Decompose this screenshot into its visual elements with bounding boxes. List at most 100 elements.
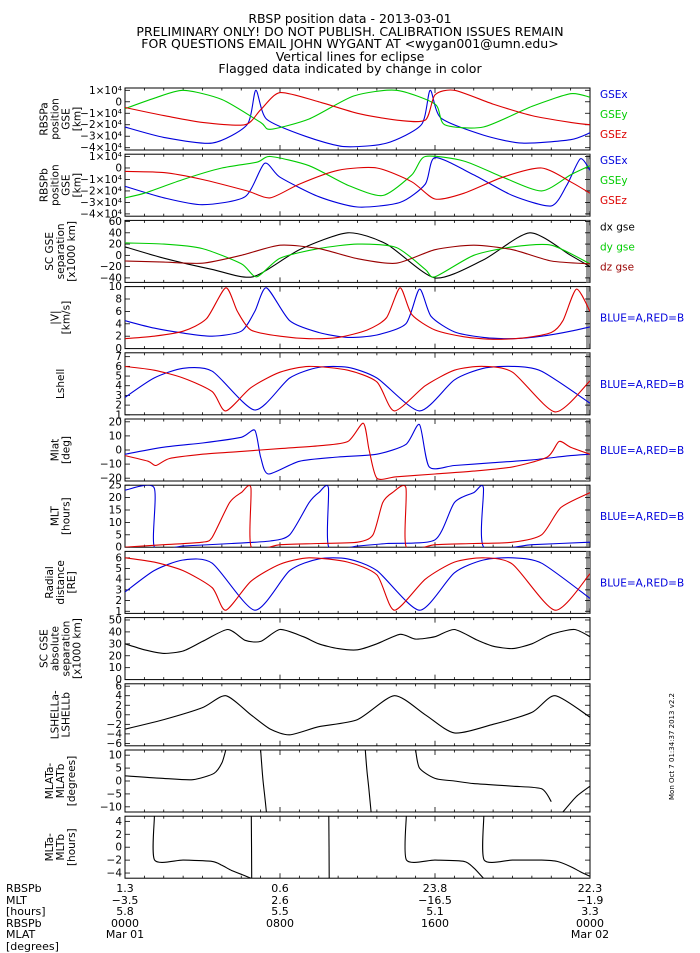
y-tick-label: 1×10⁴ bbox=[89, 85, 122, 97]
y-tick-label: −6 bbox=[107, 738, 123, 750]
eclipse-bar bbox=[586, 287, 590, 349]
panel-frame bbox=[125, 618, 590, 680]
series-line-2 bbox=[125, 288, 590, 340]
legend-entry: dz gse bbox=[600, 261, 634, 273]
panel-frame bbox=[125, 485, 590, 547]
series-line-1 bbox=[125, 558, 590, 611]
y-tick-label: 25 bbox=[109, 480, 122, 492]
y-tick-label: 10 bbox=[109, 750, 122, 762]
y-axis-label: Mlat[deg] bbox=[50, 436, 73, 464]
series-line-2 bbox=[125, 156, 590, 198]
series-line-1 bbox=[125, 288, 590, 339]
footer-value: 5.8 bbox=[95, 906, 155, 918]
series-line-2 bbox=[125, 423, 590, 479]
legend-entry: GSEz bbox=[600, 195, 627, 207]
y-tick-label: 0 bbox=[115, 250, 122, 262]
footer-value: 5.1 bbox=[405, 906, 465, 918]
legend-entry: dx gse bbox=[600, 221, 635, 233]
footer-row-label: [degrees] bbox=[6, 941, 59, 953]
legend-entry: GSEy bbox=[600, 175, 628, 187]
panel-frame bbox=[125, 353, 590, 415]
y-axis-label-line: LSHELLb bbox=[61, 692, 73, 738]
footer-value: 3.3 bbox=[560, 906, 620, 918]
footer-value: 22.3 bbox=[560, 883, 620, 895]
y-tick-label: 40 bbox=[109, 227, 122, 239]
legend-entry: GSEz bbox=[600, 129, 627, 141]
footer-value bbox=[405, 929, 465, 941]
panel-frame bbox=[125, 551, 590, 613]
series-line-1 bbox=[125, 485, 590, 550]
series-line-1 bbox=[125, 158, 590, 208]
series-line-5 bbox=[563, 786, 590, 812]
y-tick-label: 30 bbox=[109, 638, 122, 650]
y-axis-label: LSHELLa-LSHELLb bbox=[50, 690, 73, 739]
y-tick-label: 40 bbox=[109, 626, 122, 638]
y-tick-label: 8 bbox=[115, 294, 122, 306]
series-line-5 bbox=[483, 816, 590, 876]
legend-entry: BLUE=A,RED=B bbox=[600, 379, 684, 391]
y-tick-label: 60 bbox=[109, 216, 122, 228]
panel-frame bbox=[125, 419, 590, 481]
legend-entry: dy gse bbox=[600, 241, 635, 253]
footer-value bbox=[250, 929, 310, 941]
y-tick-label: 5 bbox=[115, 763, 122, 775]
y-axis-label: MLATa-MLATb[degrees] bbox=[44, 756, 78, 806]
series-line-2 bbox=[125, 558, 590, 610]
panel-frame bbox=[125, 287, 590, 349]
legend-entry: GSEy bbox=[600, 109, 628, 121]
y-tick-label: −4 bbox=[107, 868, 123, 880]
y-tick-label: −1×10⁴ bbox=[80, 108, 122, 120]
panel-frame bbox=[125, 816, 590, 878]
y-tick-label: 10 bbox=[109, 662, 122, 674]
legend-entry: GSEx bbox=[600, 89, 628, 101]
series-line-2 bbox=[125, 366, 590, 412]
y-tick-label: 1×10⁴ bbox=[89, 151, 122, 163]
side-stamp: Mon Oct 7 01:34:37 2013 v2.2 bbox=[668, 693, 676, 800]
footer-value: 5.5 bbox=[250, 906, 310, 918]
series-line-2 bbox=[261, 750, 267, 812]
y-tick-label: 2 bbox=[115, 331, 122, 343]
y-tick-label: 0 bbox=[115, 842, 122, 854]
y-tick-label: −10 bbox=[100, 801, 122, 813]
legend-entry: BLUE=A,RED=B bbox=[600, 511, 684, 523]
y-axis-label-line: [km/s] bbox=[61, 301, 73, 335]
series-line-3 bbox=[365, 750, 371, 812]
y-axis-label-line: [hours] bbox=[61, 497, 73, 535]
y-tick-label: 20 bbox=[109, 416, 122, 428]
legend-entry: BLUE=A,RED=B bbox=[600, 577, 684, 589]
footer-value: 1600 bbox=[405, 918, 465, 930]
y-tick-label: −1×10⁴ bbox=[80, 174, 122, 186]
series-line-3 bbox=[125, 245, 590, 264]
y-axis-label-line: [deg] bbox=[61, 436, 73, 464]
y-tick-label: 20 bbox=[109, 650, 122, 662]
footer-value: Mar 02 bbox=[560, 929, 620, 941]
y-tick-label: 6 bbox=[115, 306, 122, 318]
y-tick-label: 4 bbox=[115, 318, 122, 330]
footer-row-label: RBSPb bbox=[6, 883, 59, 895]
panel-frame bbox=[125, 88, 590, 150]
series-line-2 bbox=[125, 485, 590, 549]
legend-entry: BLUE=A,RED=B bbox=[600, 445, 684, 457]
y-tick-label: 0 bbox=[115, 776, 122, 788]
y-tick-label: 10 bbox=[109, 517, 122, 529]
eclipse-bar bbox=[586, 154, 590, 216]
series-line-1 bbox=[125, 90, 590, 147]
eclipse-bar bbox=[586, 220, 590, 282]
footer-value: Mar 01 bbox=[95, 929, 155, 941]
y-tick-label: −20 bbox=[100, 261, 122, 273]
y-axis-label: MLTa-MLTb[hours] bbox=[44, 828, 78, 866]
legend-entry: BLUE=A,RED=B bbox=[600, 313, 684, 325]
y-tick-label: −3×10⁴ bbox=[80, 197, 122, 209]
